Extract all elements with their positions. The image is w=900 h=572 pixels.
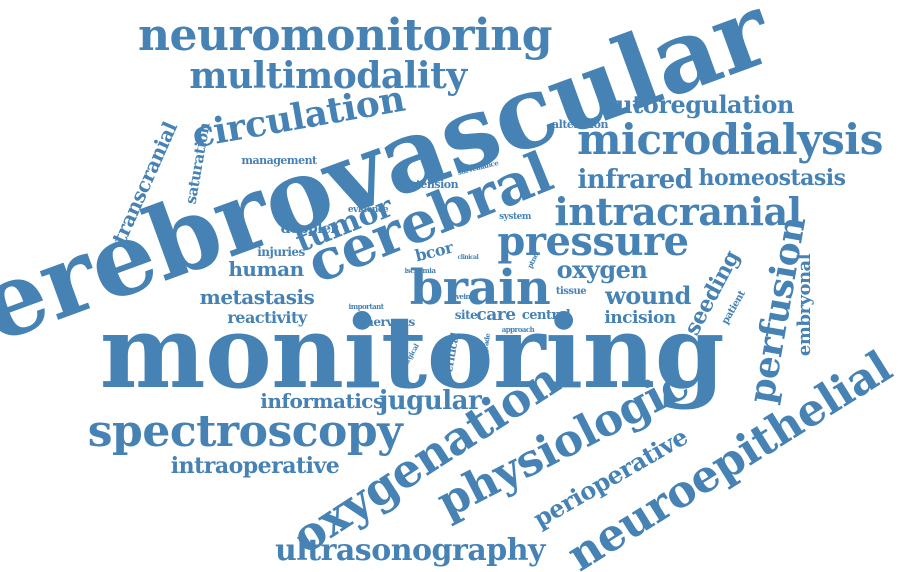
word-intraoperative: intraoperative — [170, 453, 340, 479]
word-nervous: nervous — [365, 315, 415, 329]
word-approach: approach — [501, 324, 535, 334]
word-ultrasonography: ultrasonography — [275, 533, 545, 568]
word-incision: incision — [604, 307, 676, 328]
word-microdialysis: microdialysis — [577, 115, 883, 164]
word-brain: brain — [409, 260, 551, 316]
word-autoregulation: autoregulation — [600, 90, 794, 119]
word-vein: vein — [455, 291, 471, 301]
word-important: important — [348, 301, 384, 311]
word-pressure: pressure — [497, 218, 689, 265]
word-doppler: doppler — [280, 221, 338, 237]
word-central: central — [521, 307, 571, 323]
word-jugular: jugular — [378, 386, 482, 416]
word-oxygen: oxygen — [556, 255, 648, 284]
word-system: system — [499, 211, 531, 222]
word-monitoring: monitoring — [99, 293, 725, 411]
word-embryonal: embryonal — [794, 253, 815, 357]
word-neuromonitoring: neuromonitoring — [138, 10, 552, 61]
word-ischemia: ischemia — [404, 265, 436, 275]
word-metastasis: metastasis — [199, 285, 315, 309]
word-informatics: informatics — [260, 389, 384, 413]
word-spectroscopy: spectroscopy — [87, 406, 403, 457]
word-evidence: evidence — [347, 204, 389, 215]
word-homeostasis: homeostasis — [698, 165, 846, 191]
word-wound: wound — [605, 281, 691, 310]
word-clinical: clinical — [457, 254, 479, 261]
word-tissue: tissue — [555, 286, 587, 297]
word-human: human — [228, 257, 304, 281]
word-site: site — [454, 308, 478, 322]
word-tension: tension — [415, 177, 459, 191]
word-injuries: injuries — [257, 245, 305, 259]
word-care: care — [476, 304, 516, 325]
word-reactivity: reactivity — [227, 308, 307, 327]
word-alteration: alteration — [552, 117, 608, 131]
word-multimodality: multimodality — [189, 55, 467, 97]
word-management: management — [241, 153, 317, 167]
word-infrared: infrared — [577, 165, 693, 195]
word-intracranial: intracranial — [554, 189, 802, 234]
